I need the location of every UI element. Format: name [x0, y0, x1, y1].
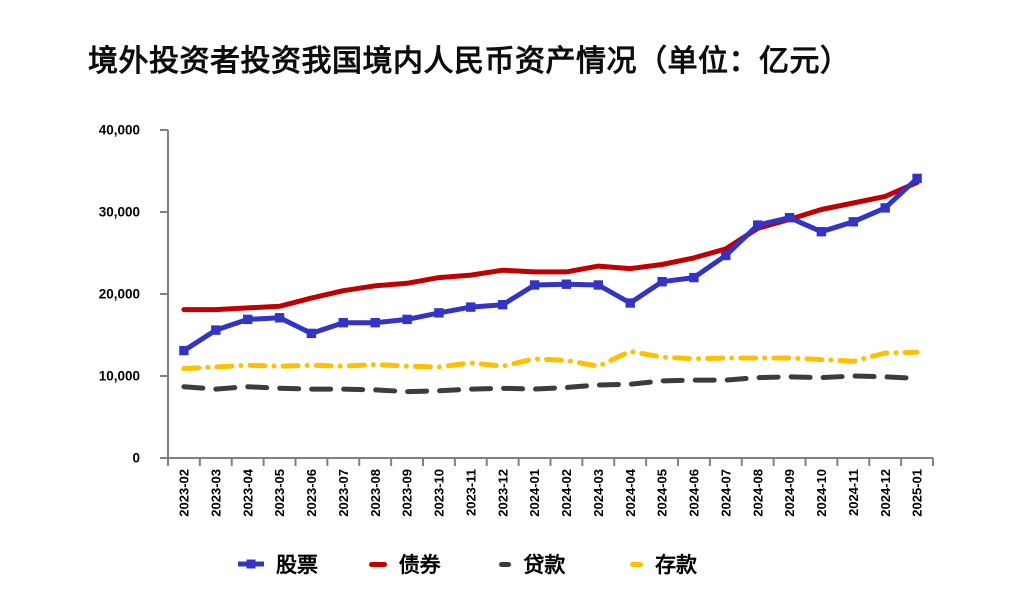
- x-axis-label: 2023-09: [400, 469, 415, 517]
- bonds-series-line: [181, 180, 920, 313]
- x-axis-label: 2023-02: [177, 469, 192, 517]
- x-axis-label: 2024-07: [718, 469, 733, 517]
- x-axis-label: 2024-04: [623, 468, 638, 516]
- x-axis-label: 2023-06: [304, 469, 319, 517]
- chart-legend: 股票 债券 贷款 存款: [238, 549, 697, 579]
- stocks-data-point-marker: [561, 279, 572, 289]
- stocks-data-point-marker: [816, 227, 827, 237]
- x-axis-label: 2023-03: [208, 469, 223, 517]
- stocks-data-point-marker: [753, 220, 763, 230]
- stocks-data-point-marker: [402, 314, 412, 325]
- stocks-data-point-marker: [529, 280, 540, 290]
- x-axis-label: 2024-11: [846, 469, 861, 516]
- stocks-data-point-marker: [784, 213, 795, 223]
- stocks-data-point-marker: [498, 300, 508, 310]
- y-axis-label: 20,000: [99, 287, 140, 302]
- x-axis-label: 2024-06: [687, 469, 702, 517]
- x-axis-label: 2024-03: [591, 469, 606, 517]
- y-axis-label: 30,000: [99, 205, 140, 220]
- legend-item-stocks: 股票: [238, 549, 369, 579]
- legend-label-deposits: 存款: [655, 554, 698, 577]
- x-axis-label: 2024-01: [527, 469, 542, 517]
- x-axis-label: 2023-12: [495, 469, 510, 517]
- x-axis-label: 2023-08: [368, 469, 383, 517]
- x-axis-label: 2024-05: [655, 469, 670, 517]
- x-axis-label: 2023-05: [272, 469, 287, 517]
- x-axis-label: 2024-09: [782, 469, 797, 517]
- x-axis-label: 2024-12: [878, 469, 893, 517]
- chart-title: 境外投资者投资我国境内人民币资产情况（单位：亿元）: [88, 45, 851, 78]
- y-axis-label: 0: [132, 451, 140, 466]
- stocks-data-point-marker: [848, 217, 858, 227]
- bonds-series-marker-icon: [368, 561, 387, 567]
- stocks-data-point-marker: [434, 308, 444, 318]
- stocks-data-point-marker: [721, 250, 731, 261]
- stocks-data-point-marker: [593, 280, 603, 290]
- stocks-data-point-marker: [689, 272, 699, 283]
- legend-label-bonds: 债券: [398, 554, 441, 577]
- stocks-data-point-marker: [274, 313, 285, 323]
- x-axis-label: 2023-07: [336, 469, 351, 517]
- stocks-data-point-marker: [912, 173, 922, 184]
- stocks-data-point-marker: [625, 298, 635, 308]
- x-axis-label: 2024-10: [814, 469, 829, 517]
- stocks-data-point-marker: [338, 318, 348, 328]
- deposits-series-marker-icon: [630, 561, 644, 567]
- x-axis-label: 2023-10: [432, 469, 447, 517]
- x-axis-label: 2025-01: [910, 469, 925, 517]
- x-axis-label: 2024-08: [750, 469, 765, 517]
- x-axis-label: 2024-02: [559, 469, 574, 517]
- stocks-data-point-marker: [370, 318, 380, 328]
- stocks-data-point-marker: [211, 325, 221, 335]
- stocks-data-point-marker: [179, 345, 189, 356]
- loans-series-line: [181, 373, 920, 395]
- legend-item-deposits: 存款: [630, 549, 697, 579]
- x-axis-label: 2023-11: [463, 469, 478, 516]
- stocks-data-point-marker: [243, 314, 253, 325]
- stocks-data-point-marker: [657, 277, 667, 287]
- stocks-data-point-marker: [880, 203, 890, 213]
- stocks-series-line: [181, 175, 920, 354]
- stocks-series-marker-icon: [238, 558, 264, 570]
- legend-label-stocks: 股票: [276, 554, 318, 577]
- deposits-series-line: [181, 348, 920, 372]
- legend-item-bonds: 债券: [368, 549, 500, 579]
- x-axis-label: 2023-04: [240, 468, 255, 516]
- stocks-data-point-marker: [306, 328, 317, 339]
- legend-label-loans: 贷款: [523, 554, 566, 577]
- stocks-data-point-marker: [466, 302, 476, 312]
- legend-item-loans: 贷款: [499, 549, 630, 579]
- y-axis-label: 40,000: [99, 123, 140, 138]
- loans-series-marker-icon: [499, 561, 512, 567]
- y-axis-label: 10,000: [99, 369, 140, 384]
